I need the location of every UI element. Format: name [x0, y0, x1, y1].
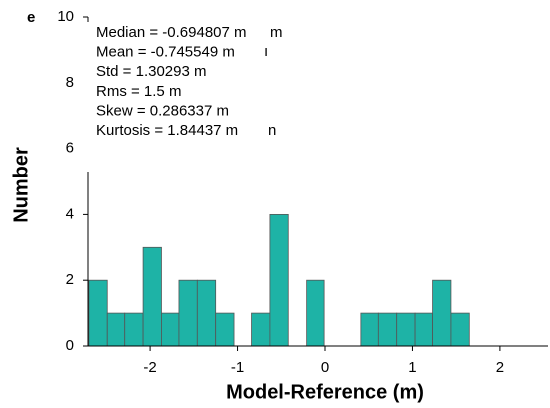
- x-tick-label: 2: [496, 359, 504, 376]
- bar: [251, 312, 271, 347]
- stats-fragment: m: [270, 24, 283, 41]
- stats-line: Std = 1.30293 m: [96, 63, 207, 80]
- stats-line: Mean = -0.745549 m: [96, 44, 235, 61]
- bar: [450, 312, 470, 347]
- bar: [269, 213, 289, 347]
- x-axis-label: Model-Reference (m): [226, 381, 424, 403]
- y-tick-label: 2: [66, 271, 74, 288]
- x-tick-label: -1: [231, 359, 244, 376]
- stats-line: Skew = 0.286337 m: [96, 102, 229, 119]
- bar: [432, 279, 452, 347]
- stats-fragment: n: [268, 122, 276, 139]
- y-tick-label: 6: [66, 140, 74, 157]
- y-tick-label: 4: [66, 205, 74, 222]
- y-tick-label: 10: [57, 8, 74, 25]
- x-tick-label: 0: [321, 359, 329, 376]
- y-tick-label: 8: [66, 74, 74, 91]
- bar: [414, 312, 433, 347]
- stats-box: [80, 22, 268, 172]
- bar: [396, 312, 416, 347]
- stats-line: Rms = 1.5 m: [96, 83, 181, 100]
- bar: [360, 312, 379, 347]
- bar: [196, 279, 217, 347]
- stats-line: Median = -0.694807 m: [96, 24, 247, 41]
- y-axis-label: Number: [10, 147, 32, 223]
- bar: [106, 312, 126, 347]
- x-tick-label: 1: [408, 359, 416, 376]
- bar: [88, 279, 108, 347]
- bar: [178, 279, 198, 347]
- y-tick-label: 0: [66, 337, 74, 354]
- bar: [124, 312, 144, 347]
- bar: [377, 312, 398, 347]
- bar: [142, 246, 162, 347]
- stats-line: Kurtosis = 1.84437 m: [96, 122, 238, 139]
- panel-label: e: [27, 9, 35, 26]
- bar: [215, 312, 235, 347]
- x-tick-label: -2: [143, 359, 156, 376]
- stats-fragment: ı: [264, 43, 268, 60]
- bar: [306, 279, 325, 347]
- bar: [161, 312, 180, 347]
